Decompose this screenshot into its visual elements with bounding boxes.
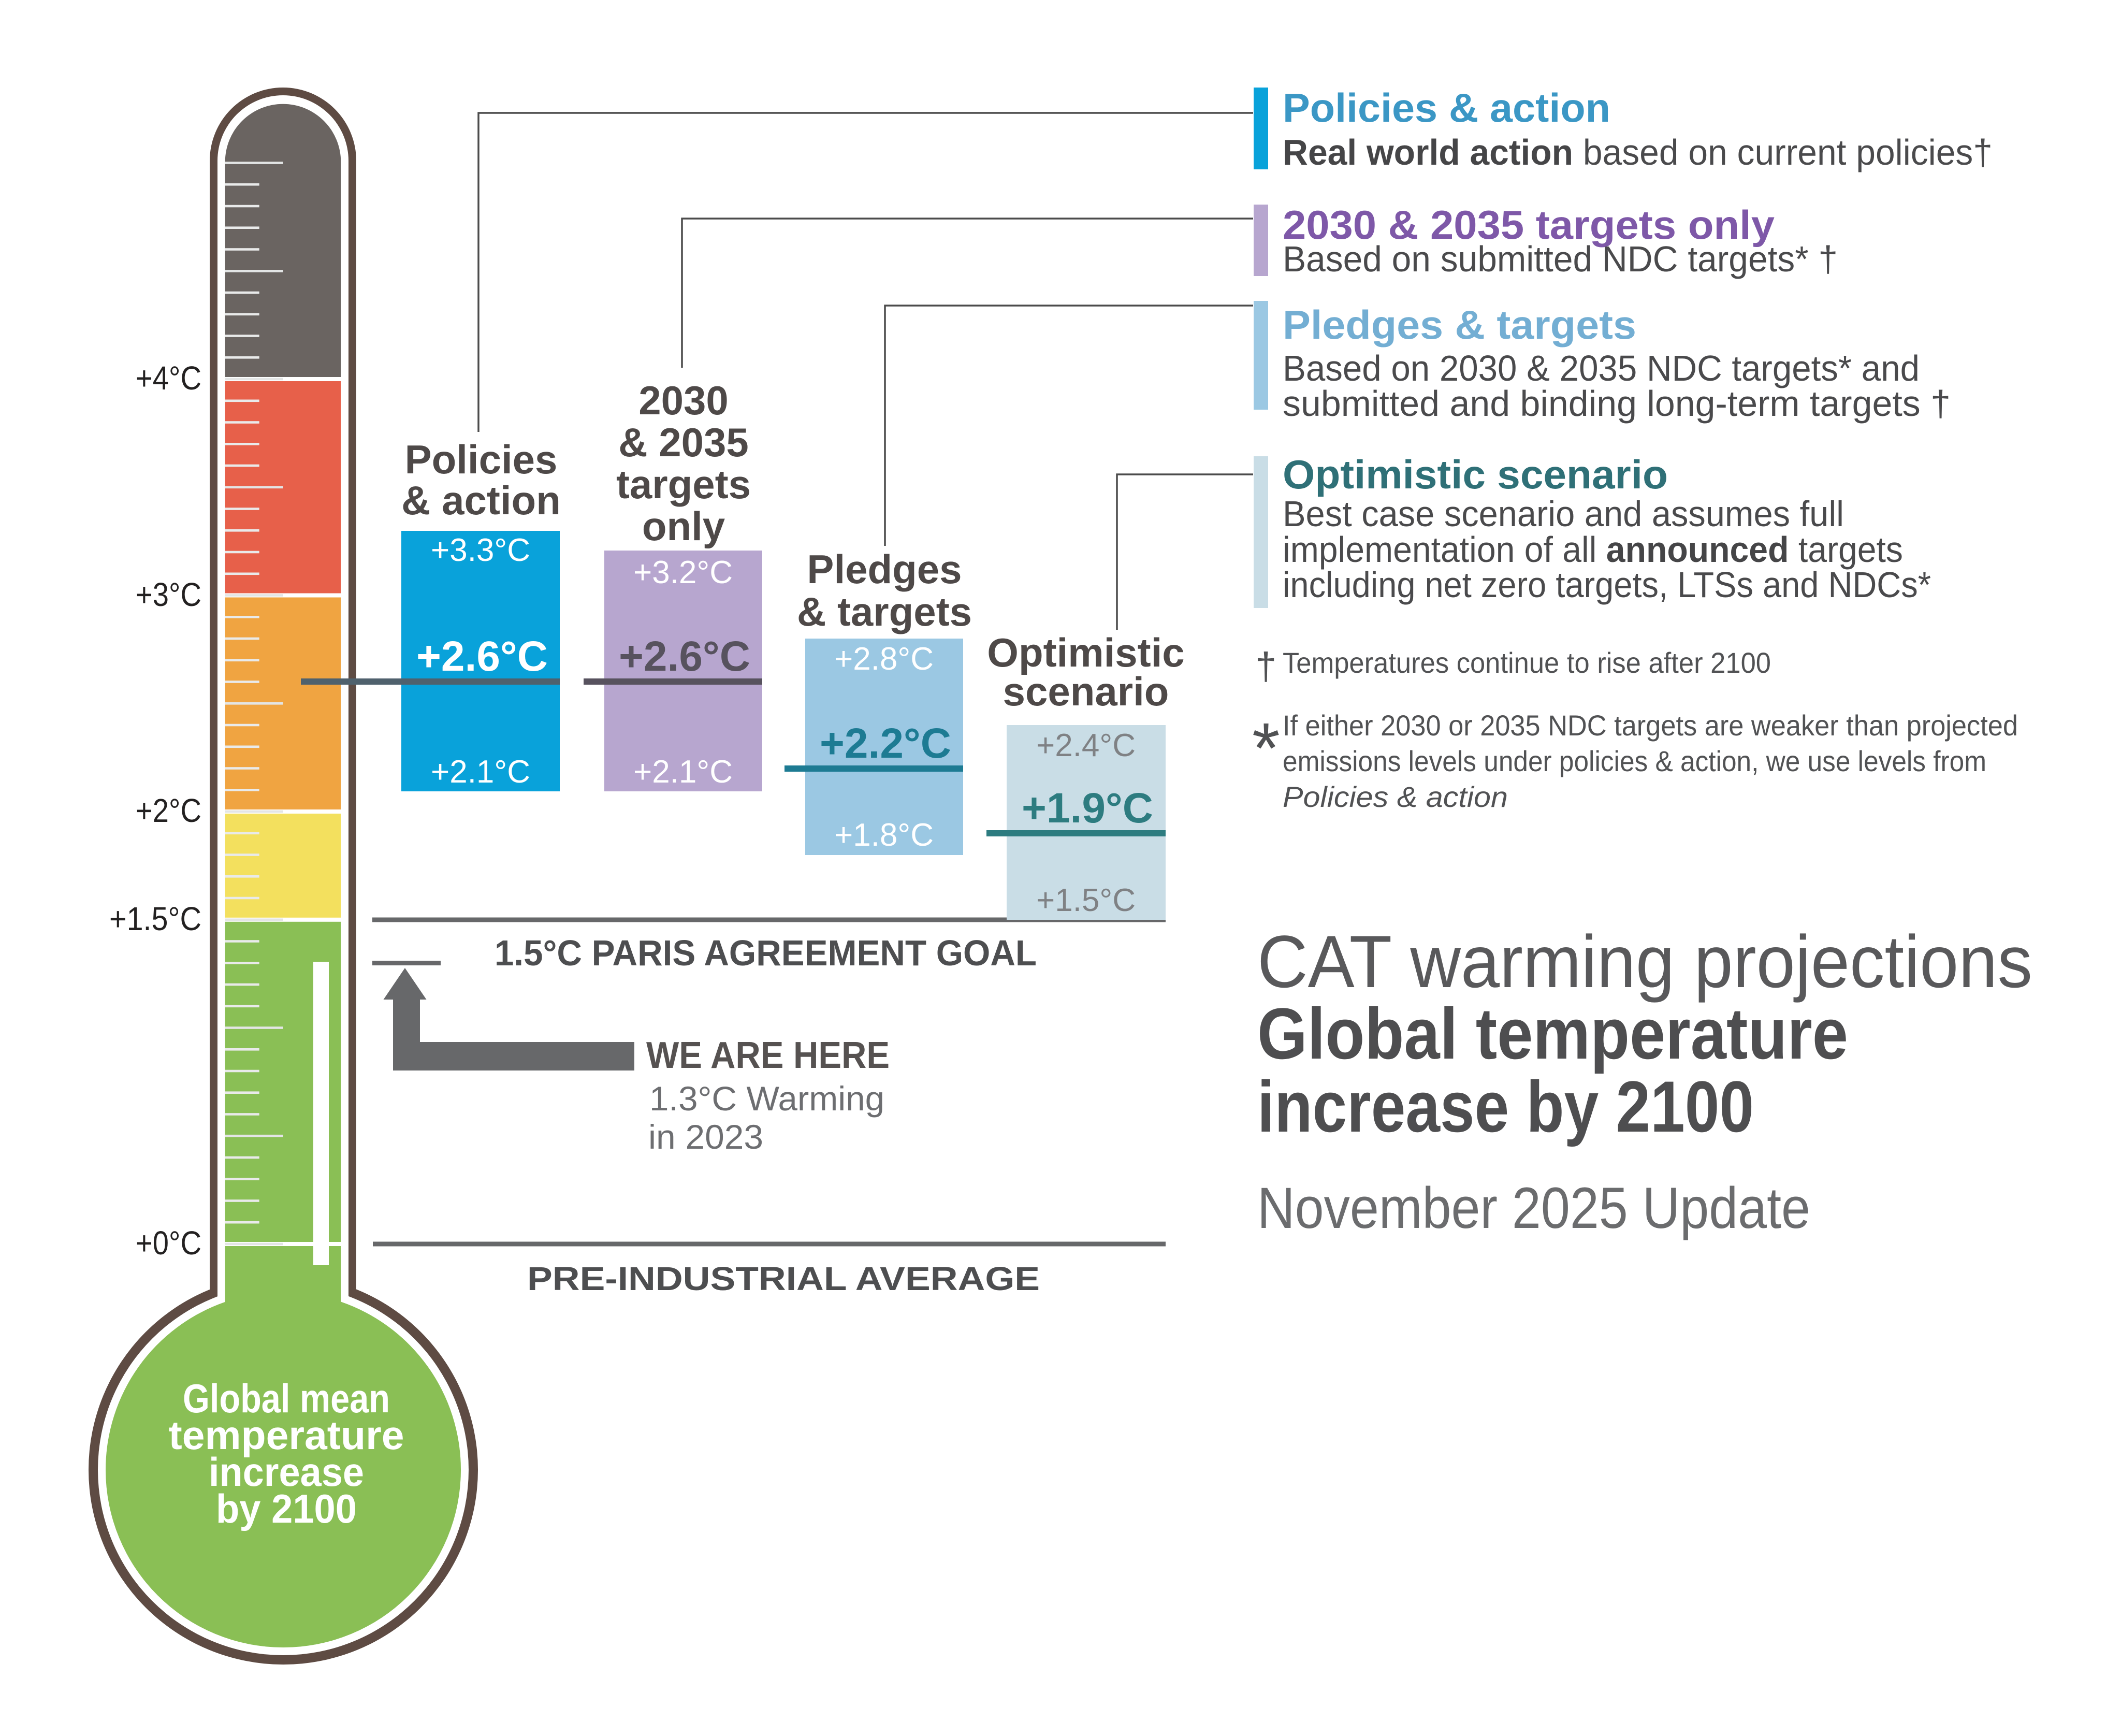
svg-text:+2.6°C: +2.6°C bbox=[416, 633, 548, 680]
svg-text:+4°C: +4°C bbox=[136, 359, 201, 397]
svg-text:If either 2030 or 2035 NDC tar: If either 2030 or 2035 NDC targets are w… bbox=[1283, 709, 2018, 742]
svg-text:+3.2°C: +3.2°C bbox=[633, 555, 733, 590]
svg-text:1.5°C PARIS AGREEMENT GOAL: 1.5°C PARIS AGREEMENT GOAL bbox=[495, 933, 1037, 973]
svg-text:Temperatures continue to rise: Temperatures continue to rise after 2100 bbox=[1283, 646, 1771, 679]
svg-text:emissions levels under policie: emissions levels under policies & action… bbox=[1283, 745, 1986, 777]
svg-text:including net zero targets, LT: including net zero targets, LTSs and NDC… bbox=[1283, 565, 1931, 605]
svg-text:+1.5°C: +1.5°C bbox=[1036, 883, 1136, 918]
svg-text:Based on 2030 & 2035 NDC targe: Based on 2030 & 2035 NDC targets* and bbox=[1283, 348, 1920, 388]
svg-text:Policies: Policies bbox=[405, 437, 558, 482]
svg-text:in 2023: in 2023 bbox=[648, 1118, 763, 1156]
svg-text:increase: increase bbox=[209, 1449, 364, 1495]
svg-text:Global temperature: Global temperature bbox=[1257, 993, 1848, 1074]
svg-text:Pledges & targets: Pledges & targets bbox=[1283, 302, 1636, 348]
svg-text:increase by 2100: increase by 2100 bbox=[1257, 1066, 1754, 1147]
svg-text:Real world action based on cur: Real world action based on current polic… bbox=[1283, 132, 1993, 172]
svg-text:Optimistic: Optimistic bbox=[987, 630, 1184, 675]
svg-text:+3.3°C: +3.3°C bbox=[431, 532, 530, 568]
svg-text:Global mean: Global mean bbox=[183, 1376, 390, 1421]
svg-text:+2.6°C: +2.6°C bbox=[619, 633, 750, 680]
svg-text:submitted and binding long-ter: submitted and binding long-term targets … bbox=[1283, 383, 1951, 424]
svg-text:scenario: scenario bbox=[1003, 669, 1169, 714]
svg-text:†: † bbox=[1255, 645, 1276, 688]
svg-text:& action: & action bbox=[401, 478, 561, 523]
svg-text:+2.8°C: +2.8°C bbox=[834, 641, 934, 677]
svg-text:Optimistic scenario: Optimistic scenario bbox=[1283, 452, 1668, 497]
svg-text:+2.2°C: +2.2°C bbox=[820, 720, 951, 767]
svg-text:temperature: temperature bbox=[169, 1412, 404, 1458]
svg-text:+1.8°C: +1.8°C bbox=[834, 817, 934, 853]
svg-text:+1.9°C: +1.9°C bbox=[1022, 785, 1153, 832]
svg-text:by 2100: by 2100 bbox=[216, 1486, 357, 1531]
svg-text:+2.1°C: +2.1°C bbox=[431, 754, 530, 790]
svg-text:+1.5°C: +1.5°C bbox=[109, 900, 201, 937]
svg-text:Based on submitted NDC targets: Based on submitted NDC targets* † bbox=[1283, 239, 1838, 279]
svg-text:*: * bbox=[1252, 708, 1280, 788]
svg-text:targets: targets bbox=[616, 461, 751, 507]
svg-text:Policies & action: Policies & action bbox=[1283, 85, 1610, 131]
svg-text:implementation of all announce: implementation of all announced targets bbox=[1283, 529, 1903, 570]
svg-text:1.3°C Warming: 1.3°C Warming bbox=[649, 1079, 884, 1118]
svg-text:CAT warming projections: CAT warming projections bbox=[1257, 921, 2032, 1003]
svg-text:PRE-INDUSTRIAL AVERAGE: PRE-INDUSTRIAL AVERAGE bbox=[527, 1260, 1040, 1297]
svg-text:Policies & action: Policies & action bbox=[1283, 780, 1508, 813]
svg-text:+2°C: +2°C bbox=[136, 792, 201, 829]
svg-text:only: only bbox=[642, 503, 725, 549]
svg-text:+0°C: +0°C bbox=[136, 1224, 201, 1262]
svg-text:+3°C: +3°C bbox=[136, 576, 201, 613]
svg-text:WE ARE HERE: WE ARE HERE bbox=[646, 1035, 890, 1076]
svg-text:+2.4°C: +2.4°C bbox=[1036, 728, 1136, 763]
svg-text:& targets: & targets bbox=[797, 589, 972, 634]
svg-text:Best case scenario and assumes: Best case scenario and assumes full bbox=[1283, 494, 1844, 534]
svg-text:November 2025 Update: November 2025 Update bbox=[1257, 1176, 1810, 1240]
svg-text:& 2035: & 2035 bbox=[618, 419, 749, 465]
svg-text:2030 & 2035 targets only: 2030 & 2035 targets only bbox=[1283, 202, 1775, 248]
svg-text:Pledges: Pledges bbox=[807, 546, 962, 592]
svg-text:2030: 2030 bbox=[638, 378, 729, 423]
svg-text:+2.1°C: +2.1°C bbox=[633, 754, 733, 790]
